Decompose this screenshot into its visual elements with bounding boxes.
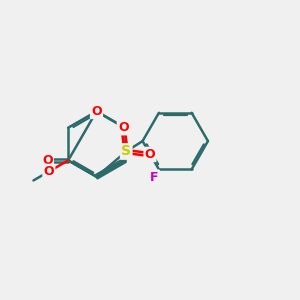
Text: O: O <box>91 105 102 118</box>
Text: O: O <box>44 165 54 178</box>
Text: O: O <box>145 148 155 161</box>
Text: O: O <box>118 121 129 134</box>
Text: S: S <box>121 145 131 158</box>
Text: F: F <box>150 171 159 184</box>
Text: O: O <box>42 154 53 167</box>
